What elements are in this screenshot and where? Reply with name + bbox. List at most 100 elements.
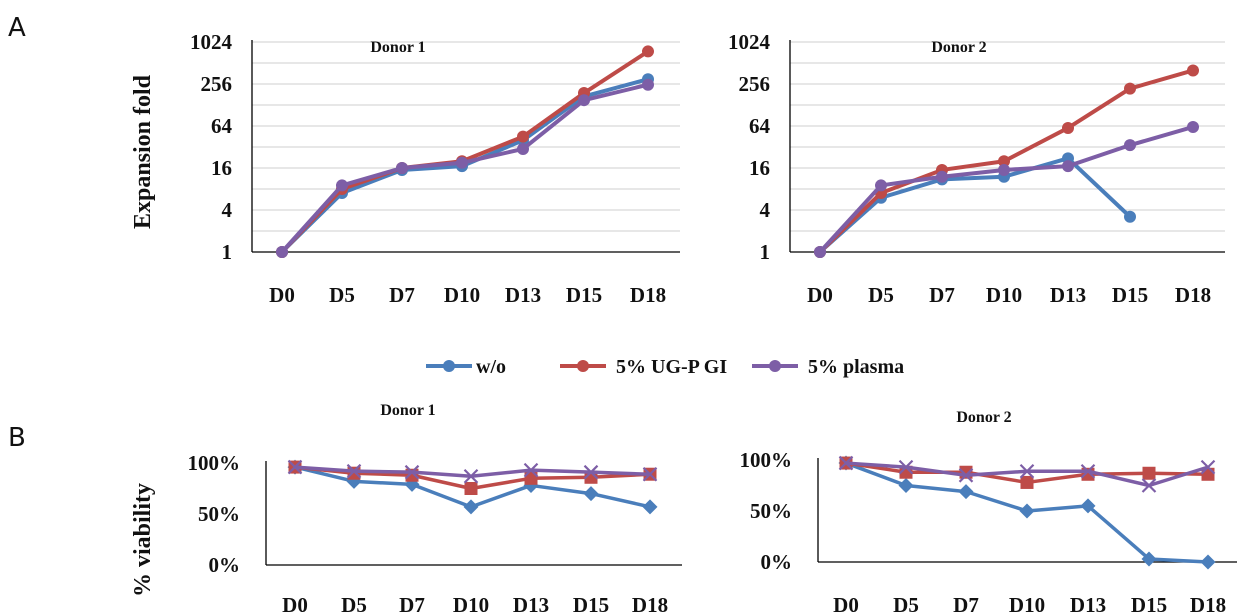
y-tick-label: 64 — [749, 114, 771, 138]
y-tick-label: 1024 — [728, 30, 771, 54]
data-point — [998, 155, 1010, 168]
y-tick-label: 64 — [211, 114, 233, 138]
data-point — [523, 462, 539, 478]
x-tick-label: D13 — [1070, 593, 1106, 614]
y-tick-label: 1 — [222, 240, 233, 264]
data-point — [642, 45, 654, 58]
data-point — [583, 464, 599, 480]
data-point — [1187, 64, 1199, 77]
x-tick-label: D0 — [807, 283, 833, 307]
series-5-plasma — [276, 78, 654, 258]
x-tick-label: D0 — [833, 593, 859, 614]
data-point — [517, 130, 529, 143]
data-point — [404, 464, 420, 480]
x-tick-label: D18 — [630, 283, 666, 307]
chart-title: Donor 1 — [380, 402, 435, 419]
data-point — [1142, 466, 1156, 480]
data-point — [1124, 82, 1136, 95]
legend-marker — [443, 360, 455, 372]
panel-label-a: A — [8, 13, 26, 43]
data-point — [1124, 139, 1136, 152]
legend-label: 5% plasma — [808, 356, 904, 378]
y-tick-label: 1024 — [190, 30, 233, 54]
data-point — [838, 455, 854, 471]
y-tick-label: 256 — [201, 72, 233, 96]
legend-item: 5% plasma — [752, 356, 904, 378]
y-tick-label: 16 — [749, 156, 770, 180]
legend-marker — [577, 360, 589, 372]
data-point — [1080, 498, 1096, 514]
data-point — [1062, 160, 1074, 173]
series-line — [818, 156, 1132, 254]
x-tick-label: D7 — [929, 283, 955, 307]
series-5-ug-p-gi — [276, 45, 654, 258]
x-tick-label: D10 — [444, 283, 480, 307]
y-tick-label: 4 — [760, 198, 771, 222]
x-tick-label: D13 — [1050, 283, 1086, 307]
x-tick-label: D15 — [566, 283, 602, 307]
data-point — [1019, 463, 1035, 479]
x-tick-label: D7 — [389, 283, 415, 307]
data-point — [1141, 551, 1157, 567]
y-tick-label: 256 — [739, 72, 771, 96]
x-tick-label: D5 — [893, 593, 919, 614]
x-tick-label: D18 — [1175, 283, 1211, 307]
x-tick-label: D18 — [1190, 593, 1226, 614]
y-tick-label: 1 — [760, 240, 771, 264]
legend-marker — [769, 360, 781, 372]
data-point — [898, 459, 914, 475]
y-tick-label: 16 — [211, 156, 232, 180]
y-tick-label: 4 — [222, 198, 233, 222]
data-point — [998, 163, 1010, 176]
data-point — [287, 459, 303, 475]
data-point — [1080, 463, 1096, 479]
chart-a1-ylabel: Expansion fold — [130, 74, 156, 229]
data-point — [642, 78, 654, 91]
chart-b1-ylabel: % viability — [130, 483, 156, 597]
x-tick-label: D5 — [341, 593, 367, 614]
data-point — [936, 170, 948, 183]
data-point — [1141, 478, 1157, 493]
chart-donor1-expansion: 1 4 16 64 256 1024 D0 D5 D7 D10 D13 D15 D18 Donor 1 — [190, 30, 680, 307]
y-tick-label: 100% — [188, 451, 241, 475]
data-point — [578, 94, 590, 107]
data-point — [1124, 210, 1136, 223]
data-point — [1062, 121, 1074, 134]
y-tick-label: 100% — [740, 448, 793, 472]
data-point — [463, 499, 479, 515]
data-point — [583, 486, 599, 502]
series-5-ug-p-gi — [814, 64, 1199, 258]
data-point — [346, 463, 362, 479]
x-tick-label: D15 — [1131, 593, 1167, 614]
data-point — [1187, 120, 1199, 133]
series-5-plasma — [287, 459, 658, 484]
x-tick-label: D13 — [513, 593, 549, 614]
data-point — [1019, 503, 1035, 519]
x-tick-label: D10 — [986, 283, 1022, 307]
chart-title: Donor 2 — [931, 39, 986, 56]
x-tick-label: D5 — [329, 283, 355, 307]
x-tick-label: D15 — [573, 593, 609, 614]
data-point — [1200, 459, 1216, 475]
chart-title: Donor 1 — [370, 39, 425, 56]
data-point — [517, 142, 529, 155]
data-point — [347, 466, 361, 480]
x-tick-label: D0 — [269, 283, 295, 307]
data-point — [463, 468, 479, 484]
x-tick-label: D7 — [399, 593, 425, 614]
x-tick-label: D10 — [1009, 593, 1045, 614]
x-tick-label: D15 — [1112, 283, 1148, 307]
y-tick-label: 50% — [750, 499, 792, 523]
chart-donor2-viability: 0% 50% 100% D0 D5 D7 D10 D13 D15 D18 Donor 2 — [740, 409, 1237, 614]
y-tick-label: 0% — [209, 553, 241, 577]
x-tick-label: D10 — [453, 593, 489, 614]
x-tick-label: D0 — [282, 593, 308, 614]
data-point — [875, 179, 887, 192]
legend: w/o 5% UG-P GI 5% plasma — [426, 356, 904, 378]
y-tick-label: 0% — [761, 550, 793, 574]
x-tick-label: D13 — [505, 283, 541, 307]
legend-label: 5% UG-P GI — [616, 356, 727, 378]
series-line — [280, 49, 650, 254]
x-tick-label: D18 — [632, 593, 668, 614]
